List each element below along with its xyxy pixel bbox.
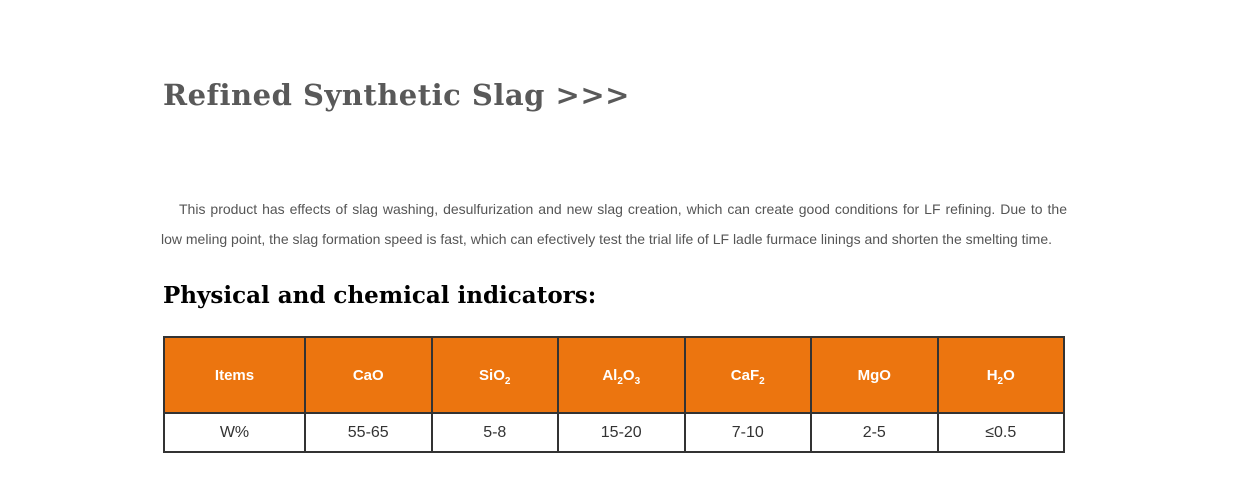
- product-description: This product has effects of slag washing…: [161, 201, 1067, 247]
- table-header-row: Items CaO SiO2 Al2O3 CaF2 MgO H2O: [163, 336, 1065, 414]
- table-header-cell: Al2O3: [557, 336, 686, 414]
- table-cell: ≤0.5: [936, 412, 1065, 453]
- table-head: Items CaO SiO2 Al2O3 CaF2 MgO H2O: [163, 336, 1065, 414]
- table-cell: 5-8: [430, 412, 559, 453]
- table-cell: W%: [163, 412, 306, 453]
- table-row: W% 55-65 5-8 15-20 7-10 2-5 ≤0.5: [163, 412, 1065, 453]
- table-header-cell: CaO: [304, 336, 433, 414]
- page-title: Refined Synthetic Slag >>>: [163, 78, 630, 112]
- table-body: W% 55-65 5-8 15-20 7-10 2-5 ≤0.5: [163, 412, 1065, 453]
- table-header-cell: H2O: [936, 336, 1065, 414]
- table-header-cell: SiO2: [430, 336, 559, 414]
- table-header-cell: MgO: [810, 336, 939, 414]
- table-cell: 7-10: [683, 412, 812, 453]
- table-cell: 15-20: [557, 412, 686, 453]
- indicators-table: Items CaO SiO2 Al2O3 CaF2 MgO H2O W% 55-65 5-8 15…: [163, 336, 1065, 453]
- table-cell: 2-5: [810, 412, 939, 453]
- table-header-cell: Items: [163, 336, 306, 414]
- table-header-cell: CaF2: [683, 336, 812, 414]
- table-cell: 55-65: [304, 412, 433, 453]
- section-heading: Physical and chemical indicators:: [163, 282, 597, 309]
